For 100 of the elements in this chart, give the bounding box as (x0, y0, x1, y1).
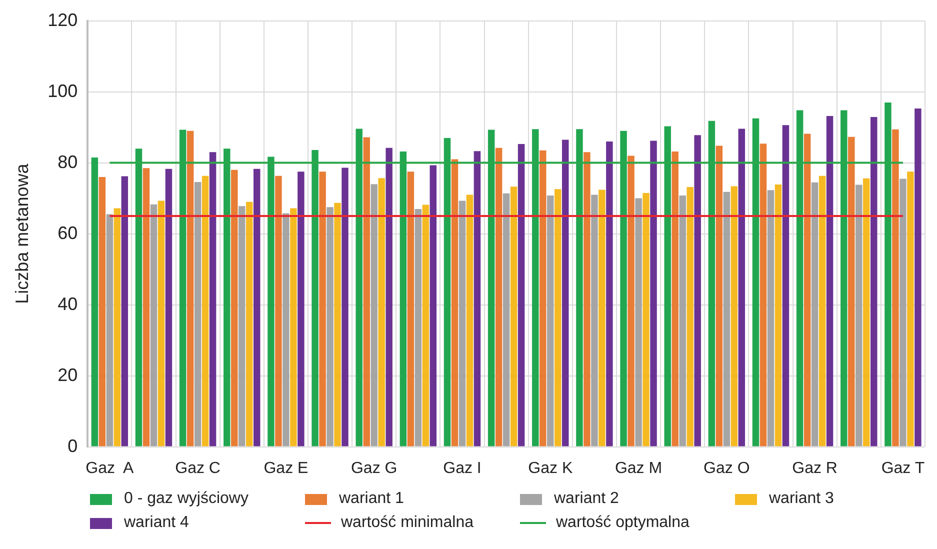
bar (804, 134, 811, 446)
bar (246, 202, 253, 446)
bar (451, 159, 458, 446)
bar (686, 186, 694, 446)
bar (414, 208, 422, 446)
bar (326, 207, 334, 446)
bar (106, 214, 114, 446)
bar (679, 195, 686, 446)
bar (650, 140, 657, 446)
bar (907, 172, 914, 446)
bar (554, 189, 562, 446)
bar (540, 150, 546, 446)
bar (598, 190, 606, 446)
bar (253, 168, 260, 446)
x-tick-label: Gaz E (264, 460, 308, 477)
bar (510, 186, 518, 446)
bar (458, 200, 466, 446)
bar (378, 178, 385, 446)
bar (474, 151, 481, 446)
bar (774, 184, 782, 446)
bar (363, 137, 370, 446)
bar (430, 165, 437, 446)
bar (370, 184, 378, 446)
y-tick-label: 60 (58, 222, 78, 243)
y-tick-label: 80 (58, 152, 78, 172)
bar (407, 172, 414, 446)
bar (290, 208, 297, 446)
legend-label: 0 - gaz wyjściowy (124, 490, 248, 508)
bar (642, 192, 650, 446)
bar (91, 157, 98, 446)
bar (870, 117, 878, 446)
legend-label: wariant 1 (339, 490, 404, 508)
x-tick-label: Gaz M (614, 460, 662, 477)
bar (591, 194, 598, 446)
bar (158, 200, 165, 446)
bar (298, 172, 304, 446)
x-tick-label: Gaz R (792, 460, 838, 477)
bar (606, 142, 613, 446)
bar (738, 128, 746, 446)
bar (518, 144, 525, 446)
bar (811, 182, 818, 446)
bar (495, 148, 502, 446)
bar (202, 176, 209, 446)
bar (150, 204, 158, 446)
legend-label: wariant 3 (769, 490, 834, 508)
bar (121, 176, 128, 446)
bar (186, 130, 194, 446)
bar (238, 206, 246, 446)
bar (584, 152, 590, 446)
bar (142, 168, 150, 446)
bar (231, 170, 238, 446)
legend-label: wartość minimalna (341, 514, 474, 532)
bar (826, 116, 834, 446)
bar (386, 148, 392, 446)
legend-label: wariant 4 (124, 514, 189, 532)
bar (892, 129, 899, 446)
bar (716, 146, 723, 446)
y-tick-label: 0 (68, 436, 78, 456)
bar (209, 152, 216, 446)
bar (334, 202, 341, 446)
x-tick-label: Gaz C (175, 460, 220, 477)
y-tick-label: 100 (48, 80, 78, 101)
bar (694, 135, 701, 446)
y-tick-label: 20 (58, 364, 78, 385)
bar (760, 144, 767, 446)
x-tick-label: Gaz A (86, 460, 134, 477)
x-tick-label: Gaz G (350, 460, 398, 477)
x-tick-label: Gaz K (528, 460, 573, 477)
bar (275, 176, 282, 446)
bar (818, 176, 826, 446)
bar (672, 151, 678, 446)
bar (635, 198, 642, 446)
bar (547, 195, 554, 446)
bar (466, 194, 474, 446)
bar (194, 182, 202, 446)
bar (502, 193, 510, 446)
bar (422, 204, 430, 446)
bar (319, 172, 326, 446)
bar (900, 178, 906, 446)
x-tick-label: Gaz T (881, 460, 925, 477)
y-tick-label: 120 (48, 10, 78, 30)
bar (723, 192, 730, 446)
bar (165, 168, 172, 446)
bar (767, 190, 774, 446)
legend-label: wartość optymalna (556, 514, 690, 532)
bar (914, 108, 922, 446)
bar (863, 178, 870, 446)
y-axis-title: Liczba metanowa (12, 162, 32, 304)
bar (730, 186, 738, 446)
bar (782, 125, 790, 446)
bar (628, 156, 634, 446)
bar (856, 184, 862, 446)
bar (342, 168, 348, 446)
bar (848, 136, 855, 446)
bar (98, 177, 106, 446)
x-tick-label: Gaz I (443, 460, 482, 477)
bar (282, 213, 290, 446)
y-tick-label: 40 (58, 294, 78, 314)
legend-label: wariant 2 (554, 490, 619, 508)
bar (114, 208, 121, 446)
